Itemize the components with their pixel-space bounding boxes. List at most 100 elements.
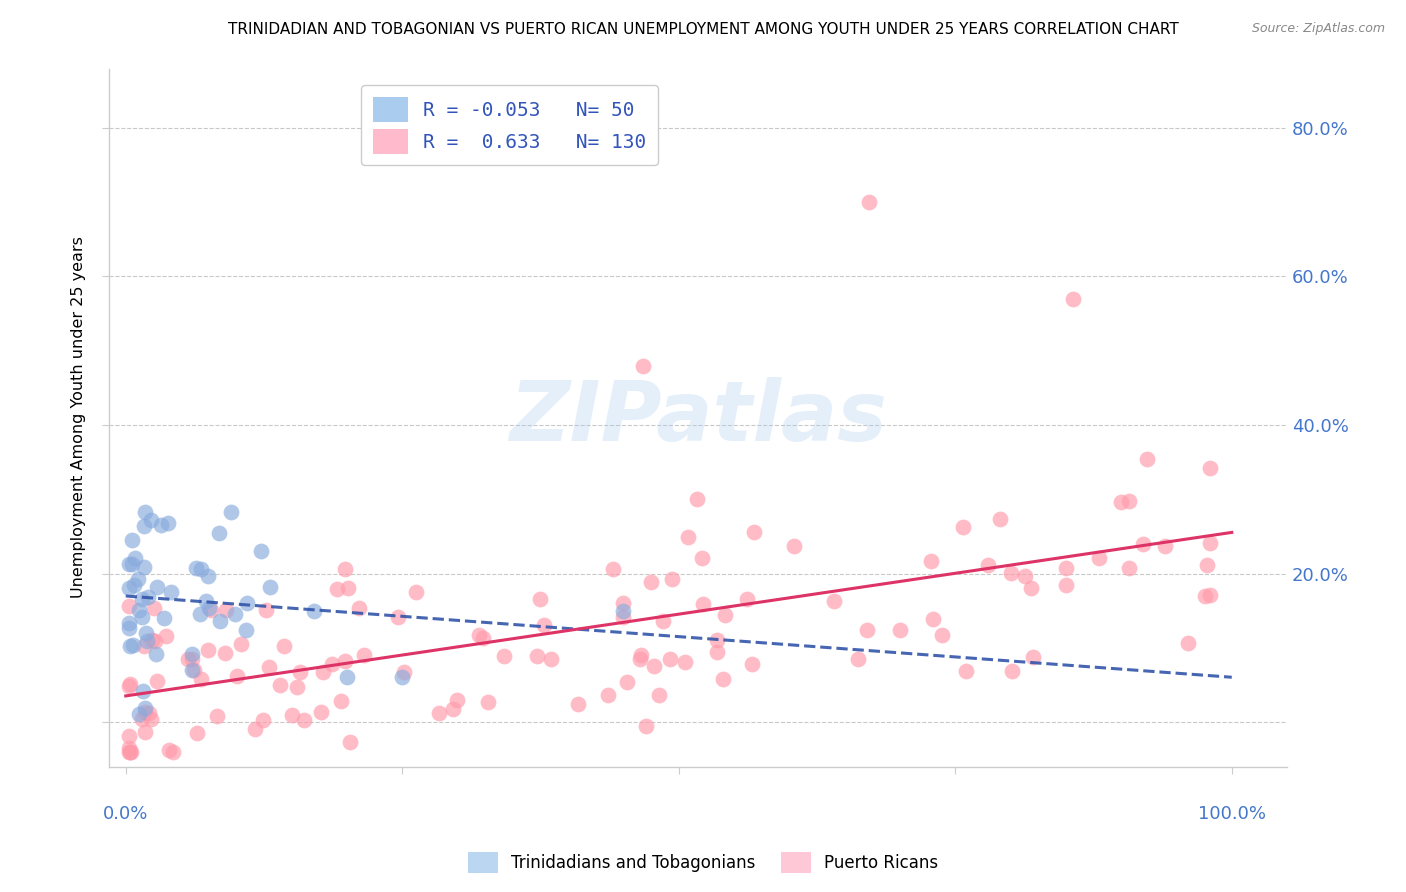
Point (446, 692, 468, 706)
Point (1194, 589, 1216, 603)
Point (855, 623, 877, 637)
Point (492, 649, 515, 664)
Point (471, 631, 494, 645)
Point (567, 697, 589, 711)
Y-axis label: Unemployment Among Youth under 25 years: Unemployment Among Youth under 25 years (72, 236, 86, 599)
Point (118, 557, 141, 571)
Point (214, 646, 236, 660)
Point (131, 591, 153, 606)
Point (1132, 537, 1154, 551)
Point (208, 525, 231, 540)
Point (612, 609, 634, 624)
Point (159, 585, 181, 599)
Point (208, 614, 231, 628)
Point (602, 561, 624, 575)
Point (134, 701, 156, 715)
Point (118, 729, 141, 743)
Point (128, 603, 150, 617)
Point (1177, 636, 1199, 650)
Point (127, 572, 149, 586)
Point (630, 648, 652, 662)
Point (122, 638, 145, 652)
Point (330, 694, 353, 708)
Point (138, 706, 160, 720)
Point (287, 680, 309, 694)
Point (145, 647, 167, 661)
Point (533, 618, 555, 632)
Point (387, 610, 409, 624)
Point (686, 492, 709, 507)
Point (231, 637, 253, 651)
Point (427, 706, 450, 721)
Point (333, 562, 356, 576)
Point (269, 678, 291, 692)
Point (153, 611, 176, 625)
Point (273, 640, 295, 654)
Point (647, 688, 669, 702)
Text: 100.0%: 100.0% (1198, 805, 1265, 823)
Point (181, 647, 204, 661)
Point (124, 551, 146, 566)
Point (309, 706, 332, 720)
Point (145, 673, 167, 688)
Point (141, 633, 163, 648)
Point (118, 581, 141, 595)
Point (692, 597, 714, 611)
Text: ZIPatlas: ZIPatlas (509, 377, 887, 458)
Point (673, 655, 696, 669)
Point (254, 603, 277, 617)
Text: Source: ZipAtlas.com: Source: ZipAtlas.com (1251, 22, 1385, 36)
Point (257, 660, 280, 674)
Point (1014, 569, 1036, 583)
Point (1019, 581, 1042, 595)
Point (1118, 561, 1140, 575)
Point (1054, 578, 1077, 592)
Point (1198, 536, 1220, 550)
Point (252, 713, 274, 727)
Point (136, 634, 159, 648)
Point (312, 665, 335, 680)
Legend: R = -0.053   N= 50, R =  0.633   N= 130: R = -0.053 N= 50, R = 0.633 N= 130 (361, 86, 658, 165)
Point (628, 652, 651, 666)
Point (353, 648, 375, 662)
Point (214, 603, 236, 617)
Point (118, 745, 141, 759)
Point (336, 671, 359, 685)
Point (197, 569, 219, 583)
Point (136, 590, 159, 604)
Point (714, 607, 737, 622)
Point (441, 701, 464, 715)
Point (339, 734, 361, 748)
Point (1199, 461, 1222, 475)
Point (139, 513, 162, 527)
Point (219, 505, 242, 519)
Point (134, 706, 156, 720)
Point (977, 558, 1000, 572)
Point (711, 672, 734, 686)
Point (643, 659, 665, 673)
Point (177, 652, 200, 666)
Point (132, 684, 155, 698)
Point (1062, 292, 1084, 306)
Point (1198, 588, 1220, 602)
Point (292, 713, 315, 727)
Point (146, 581, 169, 595)
Point (186, 726, 208, 740)
Point (188, 607, 211, 621)
Point (706, 645, 728, 659)
Point (290, 665, 312, 679)
Point (302, 604, 325, 618)
Point (132, 639, 155, 653)
Point (118, 679, 141, 693)
Point (661, 572, 683, 586)
Point (157, 743, 180, 757)
Point (920, 554, 942, 568)
Point (741, 657, 763, 671)
Point (128, 707, 150, 722)
Point (184, 561, 207, 575)
Point (121, 533, 143, 547)
Point (181, 663, 204, 677)
Point (612, 604, 634, 618)
Point (706, 632, 728, 647)
Point (612, 596, 634, 610)
